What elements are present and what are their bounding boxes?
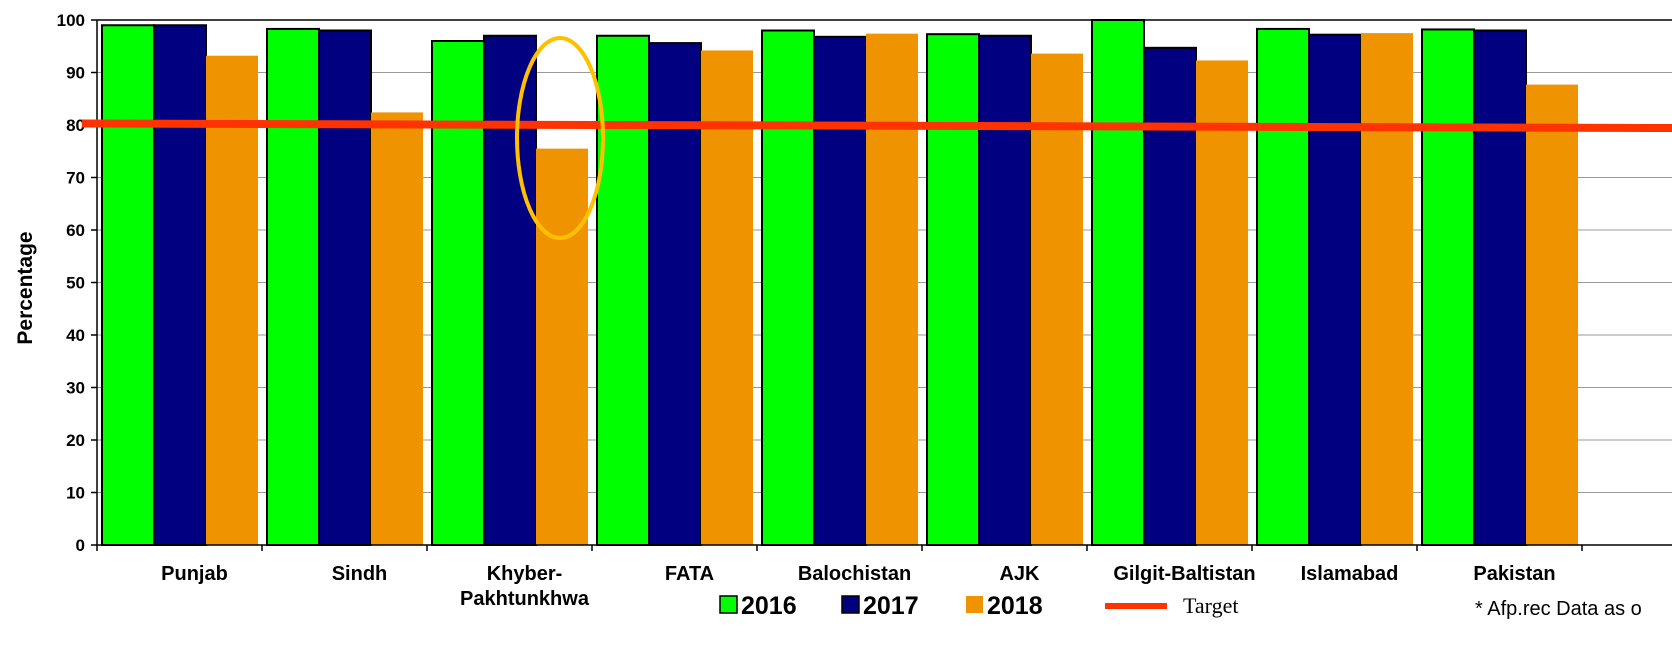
target-line-mark: [81, 119, 1672, 132]
bar-2018-0: [206, 55, 258, 545]
category-label: AJK: [999, 563, 1040, 585]
y-axis-label: Percentage: [14, 231, 37, 344]
category-label: Sindh: [332, 563, 388, 585]
bar-2017-4: [813, 35, 867, 547]
legend-label-2016: 2016: [741, 592, 797, 620]
highlight-ellipse: [515, 36, 605, 240]
bar-2016-2: [431, 40, 485, 546]
y-tick-label: 100: [57, 11, 85, 30]
category-label: Islamabad: [1301, 563, 1399, 585]
bar-2018-2: [536, 148, 588, 545]
axes: [91, 19, 1672, 551]
category-label: Gilgit-Baltistan: [1113, 563, 1255, 585]
bar-2017-8: [1473, 29, 1527, 546]
bar-2016-7: [1256, 27, 1310, 547]
legend: 2016 2017 2018 Target: [719, 592, 1238, 620]
highlight-ellipse-mark: [515, 36, 605, 240]
y-tick-label: 70: [66, 169, 85, 188]
y-tick-label: 20: [66, 431, 85, 450]
category-label: Pakhtunkhwa: [460, 588, 590, 610]
bar-2018-3: [701, 50, 753, 545]
bar-2018-4: [866, 33, 918, 546]
y-tick-label: 30: [66, 379, 85, 398]
category-labels: Punjab Sindh Khyber- Pakhtunkhwa FATA Balochi…: [161, 563, 1555, 610]
bar-2018-8: [1526, 84, 1578, 545]
legend-label-2018: 2018: [987, 592, 1043, 620]
y-tick-label: 10: [66, 484, 85, 503]
legend-label-target: Target: [1183, 593, 1238, 618]
bar-2017-5: [978, 34, 1032, 546]
bar-2017-1: [318, 29, 372, 546]
y-tick-labels: 0 10 20 30 40 50 60 70 80 90 100: [57, 11, 85, 555]
legend-swatch-2016: [719, 595, 738, 614]
bar-2017-0: [153, 24, 207, 546]
y-tick-label: 0: [76, 536, 85, 555]
category-label: Punjab: [161, 563, 228, 585]
bar-2018-6: [1196, 60, 1248, 546]
bar-2017-6: [1143, 46, 1197, 546]
category-label: Pakistan: [1473, 563, 1555, 585]
y-tick-label: 50: [66, 274, 85, 293]
bar-2018-1: [371, 112, 423, 546]
target-line: [81, 119, 1672, 132]
bar-2017-2: [483, 34, 537, 546]
legend-swatch-2017: [841, 595, 860, 614]
category-label: Balochistan: [798, 563, 911, 585]
bar-2018-7: [1361, 33, 1413, 545]
legend-label-2017: 2017: [863, 592, 919, 620]
bar-2016-3: [596, 34, 650, 546]
category-label: FATA: [665, 563, 714, 585]
bar-2016-1: [266, 27, 320, 547]
y-tick-label: 90: [66, 64, 85, 83]
bar-2017-7: [1308, 33, 1362, 546]
bar-2018-5: [1031, 53, 1083, 545]
bar-2017-3: [648, 42, 702, 546]
footnote: * Afp.rec Data as o: [1475, 598, 1642, 620]
bar-2016-0: [101, 24, 155, 546]
bar-2016-5: [926, 33, 980, 547]
bar-2016-8: [1421, 28, 1475, 546]
y-tick-label: 40: [66, 326, 85, 345]
bars: [101, 19, 1578, 547]
bar-2016-6: [1091, 19, 1145, 546]
legend-swatch-2018: [966, 596, 983, 613]
bar-2016-4: [761, 29, 815, 546]
y-tick-label: 80: [66, 116, 85, 135]
y-tick-label: 60: [66, 221, 85, 240]
category-label: Khyber-: [487, 563, 563, 585]
